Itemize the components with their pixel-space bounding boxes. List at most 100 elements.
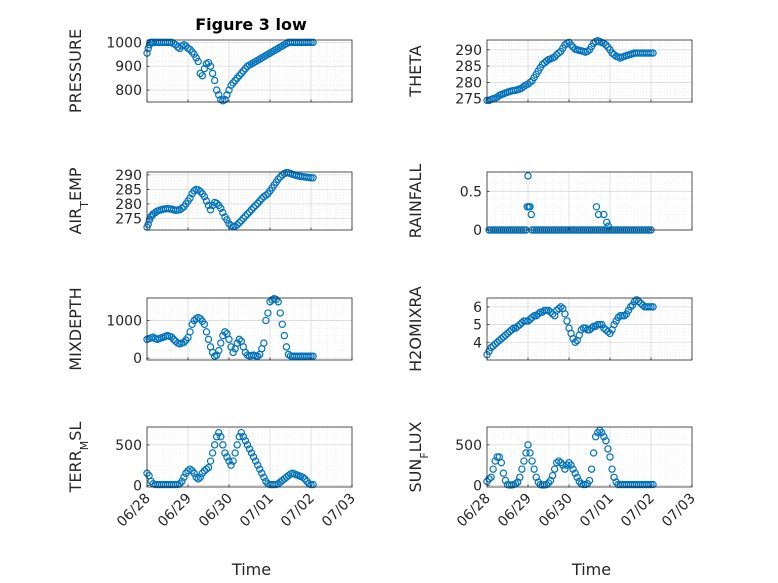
y-tick-label: 800 bbox=[115, 83, 142, 99]
y-axis-label-part: T bbox=[78, 201, 91, 209]
data-point bbox=[618, 312, 627, 320]
y-tick-label: 290 bbox=[455, 43, 482, 59]
y-axis-label: RAINFALL bbox=[406, 164, 425, 239]
data-point bbox=[587, 324, 596, 332]
y-tick-label: 280 bbox=[455, 75, 482, 91]
data-point bbox=[221, 95, 229, 104]
data-point bbox=[274, 175, 282, 183]
data-point bbox=[526, 203, 534, 211]
subplot-pressure: 800 900 1000 PRESSURE bbox=[66, 29, 353, 113]
axes-box bbox=[146, 39, 353, 103]
data-point bbox=[305, 352, 313, 360]
y-tick-label: 500 bbox=[455, 438, 482, 454]
data-point bbox=[649, 480, 657, 489]
data-point bbox=[309, 352, 317, 360]
data-point bbox=[561, 465, 569, 473]
series-terr_msl bbox=[143, 428, 317, 489]
x-axis-label: Time bbox=[231, 560, 271, 579]
data-point bbox=[206, 457, 215, 465]
data-point bbox=[518, 465, 526, 473]
data-point bbox=[206, 62, 215, 70]
data-point bbox=[202, 465, 211, 473]
data-point bbox=[241, 212, 250, 220]
data-point bbox=[200, 320, 209, 329]
data-point bbox=[262, 191, 270, 199]
data-point bbox=[507, 326, 516, 334]
major-grid bbox=[487, 427, 692, 487]
data-point bbox=[598, 428, 606, 437]
data-point bbox=[233, 221, 241, 229]
data-point bbox=[530, 465, 538, 473]
data-point bbox=[247, 205, 256, 214]
y-tick-label: 0 bbox=[473, 478, 482, 494]
data-point bbox=[647, 49, 655, 57]
data-point bbox=[528, 313, 536, 322]
data-point bbox=[309, 480, 317, 489]
data-point bbox=[186, 194, 194, 202]
data-point bbox=[219, 208, 227, 217]
data-point bbox=[212, 351, 221, 359]
data-point bbox=[215, 428, 223, 437]
axes-box bbox=[486, 426, 693, 488]
data-point bbox=[307, 174, 315, 182]
data-point bbox=[528, 457, 536, 465]
data-point bbox=[186, 465, 194, 473]
data-point bbox=[235, 335, 243, 344]
data-point bbox=[194, 186, 202, 194]
y-axis-label-part: THETA bbox=[406, 45, 425, 97]
data-point bbox=[237, 428, 245, 437]
data-point bbox=[251, 457, 260, 465]
data-point bbox=[272, 295, 280, 304]
data-point bbox=[206, 205, 215, 214]
y-tick-label: 500 bbox=[115, 438, 142, 454]
x-tick-label: 07/03 bbox=[319, 491, 359, 531]
data-point bbox=[223, 216, 231, 224]
data-point bbox=[196, 187, 204, 196]
y-tick-label: 275 bbox=[455, 92, 482, 108]
y-axis-label-part: H2OMIXRA bbox=[406, 286, 425, 372]
data-point bbox=[204, 201, 213, 210]
data-point bbox=[200, 192, 209, 201]
y-axis-label-part: MIXDEPTH bbox=[66, 287, 85, 370]
data-point bbox=[307, 480, 315, 489]
data-point bbox=[249, 203, 258, 212]
data-point bbox=[260, 473, 268, 481]
data-point bbox=[217, 204, 225, 212]
x-tick-label: 06/28 bbox=[454, 491, 494, 531]
data-point bbox=[229, 457, 237, 465]
data-point bbox=[208, 449, 217, 457]
data-point bbox=[212, 433, 221, 441]
data-point bbox=[210, 76, 219, 85]
data-point bbox=[225, 457, 233, 465]
data-point bbox=[647, 303, 655, 311]
figure-title: Figure 3 low bbox=[195, 15, 307, 34]
data-point bbox=[229, 348, 237, 357]
y-axis-label-part: SUN bbox=[406, 459, 425, 493]
data-point bbox=[567, 41, 575, 49]
data-point bbox=[527, 210, 535, 219]
data-point bbox=[171, 480, 180, 489]
data-point bbox=[587, 465, 596, 473]
data-point bbox=[204, 58, 213, 67]
subplot-h2omixra: 45 6 H2OMIXRA bbox=[406, 286, 693, 372]
data-point bbox=[212, 86, 221, 94]
data-point bbox=[231, 449, 239, 457]
data-point bbox=[194, 57, 202, 66]
data-point bbox=[534, 310, 542, 318]
data-point bbox=[274, 298, 282, 306]
data-point bbox=[235, 433, 243, 441]
data-point bbox=[555, 304, 563, 313]
data-point bbox=[522, 317, 530, 325]
data-point bbox=[262, 316, 270, 325]
series-theta bbox=[483, 36, 657, 105]
x-tick-label: 06/30 bbox=[536, 491, 576, 531]
axes-box bbox=[146, 171, 353, 231]
y-tick-label: 280 bbox=[115, 197, 142, 213]
data-point bbox=[594, 210, 603, 219]
data-point bbox=[647, 480, 655, 489]
subplot-sun_flux: 0 500 SUNFLUX 06/28 06/29 06/30 07/01 07/02 07/0… bbox=[406, 421, 699, 579]
y-axis-label-part: M bbox=[78, 441, 91, 451]
y-axis-label: PRESSURE bbox=[66, 29, 85, 113]
data-point bbox=[550, 53, 559, 61]
axes-box bbox=[146, 297, 353, 361]
